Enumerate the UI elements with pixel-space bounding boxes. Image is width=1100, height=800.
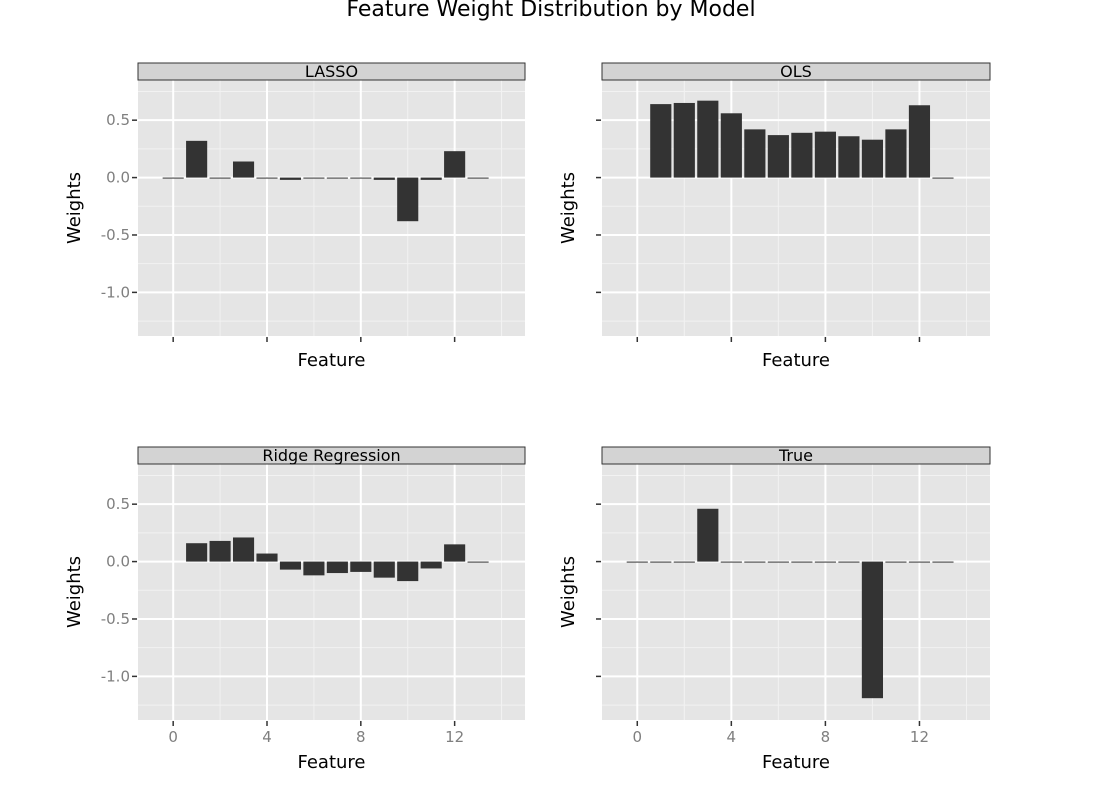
bar-ols-feature-10	[861, 139, 884, 178]
facet-true: True 0 4 8 12 Feature Weights	[558, 446, 991, 773]
bar-ridge-regression-feature-5	[279, 561, 302, 570]
y-tick-label: -1.0	[101, 667, 130, 685]
bar-ridge-regression-feature-7	[326, 561, 348, 574]
bar-lasso-feature-12	[444, 151, 466, 178]
bar-ridge-regression-feature-6	[303, 561, 325, 576]
bar-ols-feature-8	[814, 131, 836, 178]
y-tick-label: -0.5	[101, 226, 130, 244]
bar-lasso-feature-1	[186, 140, 208, 178]
bar-true-feature-6	[767, 561, 789, 563]
y-tick-label: -1.0	[101, 283, 130, 301]
bar-true-feature-9	[838, 561, 860, 563]
x-tick-label: 8	[821, 728, 831, 746]
x-axis-title: Feature	[297, 350, 365, 371]
x-tick-label: 4	[727, 728, 737, 746]
bar-ols-feature-9	[838, 136, 860, 178]
bar-ridge-regression-feature-8	[350, 561, 372, 572]
bar-ols-feature-5	[744, 129, 766, 178]
bar-true-feature-1	[650, 561, 672, 563]
bar-true-feature-11	[885, 561, 907, 563]
bar-ols-feature-6	[767, 135, 789, 178]
bar-lasso-feature-9	[373, 177, 395, 180]
bar-true-feature-12	[908, 561, 931, 563]
x-axis-title: Feature	[297, 752, 365, 773]
bar-lasso-feature-6	[303, 177, 325, 179]
bar-ridge-regression-feature-4	[256, 553, 278, 562]
facet-lasso: LASSO 0.5 0.0 -0.5 -1.0 Feature Weights	[64, 62, 526, 371]
y-axis-title: Weights	[558, 556, 579, 628]
x-tick-label: 12	[445, 728, 464, 746]
facet-strip	[601, 62, 991, 81]
facet-strip	[137, 446, 526, 465]
x-tick-label: 12	[910, 728, 929, 746]
bar-lasso-feature-11	[420, 177, 442, 180]
chart-title: Feature Weight Distribution by Model	[346, 0, 755, 22]
facet-label: True	[778, 446, 813, 465]
bar-lasso-feature-4	[256, 177, 278, 179]
bar-true-feature-4	[720, 561, 742, 563]
bar-ols-feature-7	[791, 132, 813, 178]
bar-true-feature-3	[697, 508, 719, 562]
bar-ridge-regression-feature-11	[420, 561, 442, 569]
facet-label: OLS	[780, 62, 812, 81]
facet-strip	[137, 62, 526, 81]
facet-label: Ridge Regression	[262, 446, 400, 465]
y-tick-label: 0.0	[106, 553, 130, 571]
bar-ols-feature-12	[908, 105, 931, 178]
panel-background	[138, 464, 525, 720]
x-axis-title: Feature	[762, 752, 830, 773]
bar-ridge-regression-feature-12	[444, 544, 466, 562]
x-tick-label: 0	[632, 728, 642, 746]
bar-ols-feature-4	[720, 113, 742, 178]
bar-lasso-feature-13	[467, 177, 489, 179]
facet-strip	[601, 446, 991, 465]
bar-ridge-regression-feature-1	[186, 543, 208, 562]
bar-ridge-regression-feature-9	[373, 561, 395, 578]
y-tick-label: 0.5	[106, 495, 130, 513]
bar-ridge-regression-feature-3	[232, 537, 255, 562]
bar-ols-feature-2	[673, 102, 695, 178]
bar-ols-feature-11	[885, 129, 907, 178]
x-tick-label: 4	[262, 728, 272, 746]
bar-true-feature-2	[673, 561, 695, 563]
bar-true-feature-10	[861, 561, 884, 699]
bar-ols-feature-13	[932, 177, 954, 179]
bar-lasso-feature-0	[162, 177, 184, 179]
y-tick-label: -0.5	[101, 610, 130, 628]
y-tick-label: 0.0	[106, 169, 130, 187]
panel-background	[602, 464, 990, 720]
bar-lasso-feature-7	[326, 177, 348, 179]
bar-ridge-regression-feature-13	[467, 561, 489, 563]
bar-true-feature-5	[744, 561, 766, 563]
y-axis-title: Weights	[558, 172, 579, 244]
bar-lasso-feature-3	[232, 161, 255, 178]
facet-ols: OLS Feature Weights	[558, 62, 991, 371]
y-axis-title: Weights	[64, 172, 85, 244]
bar-true-feature-8	[814, 561, 836, 563]
bar-ridge-regression-feature-2	[209, 540, 231, 562]
bar-ols-feature-1	[650, 104, 672, 178]
facet-panels: LASSO 0.5 0.0 -0.5 -1.0 Feature Weights OLS Feat…	[64, 62, 991, 773]
facet-label: LASSO	[305, 62, 358, 81]
facet-ridge-regression: Ridge Regression 0.5 0.0 -0.5 -1.0 0 4 8 12 Featu…	[64, 446, 526, 773]
bar-lasso-feature-5	[279, 177, 302, 180]
x-tick-label: 8	[356, 728, 366, 746]
panel-background	[138, 80, 525, 336]
y-tick-label: 0.5	[106, 111, 130, 129]
bar-true-feature-13	[932, 561, 954, 563]
x-tick-label: 0	[168, 728, 178, 746]
y-axis-title: Weights	[64, 556, 85, 628]
bar-lasso-feature-10	[397, 177, 419, 222]
bar-lasso-feature-2	[209, 177, 231, 179]
bar-ridge-regression-feature-10	[397, 561, 419, 582]
x-axis-title: Feature	[762, 350, 830, 371]
bar-true-feature-0	[626, 561, 648, 563]
bar-ols-feature-3	[697, 100, 719, 178]
bar-true-feature-7	[791, 561, 813, 563]
bar-lasso-feature-8	[350, 177, 372, 179]
